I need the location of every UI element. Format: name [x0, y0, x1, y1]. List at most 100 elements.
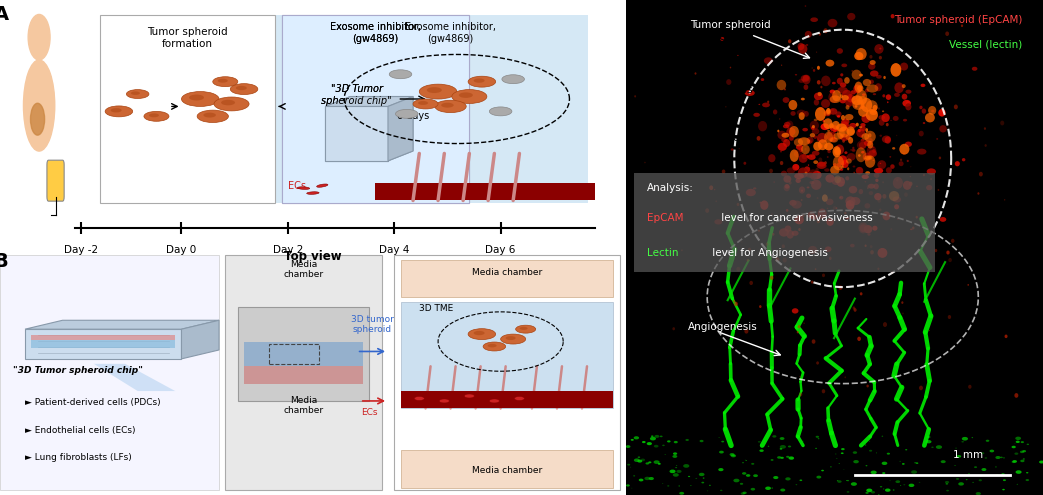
Ellipse shape [996, 474, 998, 476]
Ellipse shape [640, 458, 645, 461]
Ellipse shape [1025, 479, 1029, 481]
Ellipse shape [681, 249, 682, 251]
Ellipse shape [783, 175, 792, 183]
Text: Media
chamber: Media chamber [284, 260, 323, 279]
Text: Angiogenesis: Angiogenesis [688, 322, 758, 332]
Ellipse shape [854, 52, 864, 60]
Ellipse shape [882, 94, 886, 98]
Ellipse shape [866, 465, 868, 466]
Ellipse shape [856, 90, 867, 105]
Ellipse shape [867, 489, 872, 492]
Ellipse shape [823, 120, 825, 122]
Ellipse shape [817, 139, 819, 141]
Text: Day 4: Day 4 [379, 245, 410, 255]
Ellipse shape [1021, 441, 1024, 443]
Ellipse shape [795, 74, 797, 75]
Polygon shape [25, 320, 219, 329]
Ellipse shape [799, 187, 805, 194]
Ellipse shape [1026, 472, 1028, 473]
Ellipse shape [1023, 458, 1025, 460]
Text: ► Patient-derived cells (PDCs): ► Patient-derived cells (PDCs) [25, 398, 161, 407]
Ellipse shape [830, 166, 840, 175]
Circle shape [231, 84, 258, 95]
Ellipse shape [846, 135, 851, 140]
FancyBboxPatch shape [401, 260, 613, 297]
Ellipse shape [840, 99, 846, 103]
Ellipse shape [858, 96, 867, 104]
Ellipse shape [818, 163, 827, 169]
Ellipse shape [743, 492, 747, 494]
Ellipse shape [886, 213, 890, 216]
Ellipse shape [631, 488, 632, 489]
Text: Exosome inhibitor,
(gw4869): Exosome inhibitor, (gw4869) [330, 22, 421, 44]
Circle shape [489, 399, 500, 403]
Ellipse shape [862, 114, 870, 123]
Ellipse shape [809, 121, 819, 130]
Ellipse shape [925, 113, 935, 122]
Ellipse shape [812, 171, 822, 179]
Ellipse shape [786, 456, 790, 458]
Ellipse shape [860, 125, 866, 131]
Ellipse shape [899, 161, 903, 166]
Ellipse shape [867, 185, 869, 188]
Ellipse shape [857, 129, 860, 132]
Ellipse shape [902, 312, 903, 314]
Ellipse shape [846, 105, 850, 110]
Ellipse shape [795, 215, 804, 224]
FancyBboxPatch shape [0, 255, 219, 490]
Ellipse shape [843, 180, 845, 182]
Ellipse shape [882, 472, 886, 474]
Ellipse shape [876, 75, 881, 79]
Ellipse shape [887, 453, 890, 454]
Ellipse shape [779, 87, 780, 88]
Ellipse shape [846, 197, 855, 206]
Ellipse shape [864, 137, 873, 146]
Ellipse shape [868, 156, 872, 160]
Ellipse shape [746, 460, 747, 461]
Ellipse shape [956, 478, 960, 480]
Ellipse shape [814, 142, 822, 151]
Ellipse shape [979, 172, 983, 176]
Circle shape [468, 329, 495, 340]
Ellipse shape [810, 17, 818, 22]
Ellipse shape [1012, 446, 1016, 448]
Ellipse shape [758, 441, 760, 443]
Ellipse shape [968, 473, 970, 474]
Ellipse shape [786, 128, 796, 136]
Ellipse shape [806, 172, 815, 178]
Ellipse shape [821, 470, 824, 471]
Ellipse shape [916, 462, 918, 464]
Ellipse shape [844, 129, 846, 131]
Ellipse shape [882, 194, 887, 198]
Circle shape [488, 344, 496, 347]
Ellipse shape [824, 161, 827, 164]
Circle shape [218, 79, 227, 83]
Ellipse shape [962, 441, 964, 443]
Ellipse shape [874, 193, 881, 200]
Ellipse shape [894, 204, 899, 209]
Ellipse shape [675, 467, 677, 468]
Ellipse shape [868, 150, 877, 157]
Ellipse shape [839, 286, 843, 290]
Ellipse shape [922, 108, 926, 114]
Text: Tumor spheroid: Tumor spheroid [689, 20, 771, 30]
Circle shape [418, 101, 428, 105]
Ellipse shape [777, 131, 786, 139]
Ellipse shape [948, 315, 951, 319]
Ellipse shape [742, 241, 743, 243]
Ellipse shape [650, 437, 656, 441]
Ellipse shape [729, 453, 734, 456]
Ellipse shape [847, 491, 849, 493]
Ellipse shape [892, 271, 893, 274]
Ellipse shape [853, 85, 862, 93]
Ellipse shape [719, 450, 724, 453]
Ellipse shape [846, 200, 854, 210]
Ellipse shape [801, 75, 809, 82]
Ellipse shape [30, 103, 45, 135]
Ellipse shape [866, 128, 868, 132]
Ellipse shape [817, 361, 819, 365]
Ellipse shape [800, 480, 802, 481]
Ellipse shape [803, 322, 805, 324]
Ellipse shape [654, 460, 659, 464]
Ellipse shape [990, 449, 994, 452]
